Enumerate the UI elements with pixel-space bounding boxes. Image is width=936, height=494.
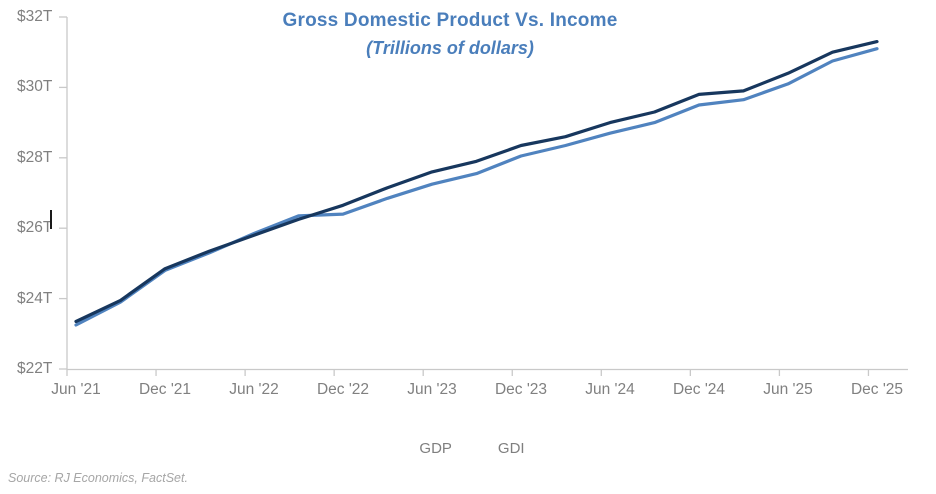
x-axis-label-jun21: Jun '21 (51, 381, 101, 398)
gdi-line (74, 47, 879, 327)
x-axis-label-dec21: Dec '21 (138, 381, 192, 398)
chart-title: Gross Domestic Product Vs. Income (282, 10, 618, 31)
gdp-line (74, 39, 879, 324)
x-axis-label-jun24: Jun '24 (585, 381, 635, 398)
y-axis-label-26t: $26T (17, 219, 53, 236)
chart-legend: GDP GDI (0, 440, 936, 457)
chart-subtitle: (Trillions of dollars) (366, 38, 534, 58)
plot-area (59, 16, 908, 376)
x-axis-label-dec22: Dec '22 (316, 381, 370, 398)
x-axis-label-dec23: Dec '23 (494, 381, 548, 398)
x-axis-label-jun22: Jun '22 (229, 381, 279, 398)
x-axis-label-dec25: Dec '25 (850, 381, 904, 398)
axis-lines (59, 16, 908, 376)
y-axis-label-28t: $28T (17, 149, 53, 166)
text-cursor (50, 210, 52, 229)
x-axis-label-jun25: Jun '25 (763, 381, 813, 398)
legend-label-gdi: GDI (497, 440, 525, 457)
y-axis-label-22t: $22T (17, 360, 53, 377)
x-axis-label-dec24: Dec '24 (672, 381, 726, 398)
x-axis-label-jun23: Jun '23 (407, 381, 457, 398)
legend-label-gdp: GDP (419, 440, 452, 457)
y-axis-label-30t: $30T (17, 78, 53, 95)
y-axis-label-32t: $32T (17, 8, 53, 25)
y-axis-label-24t: $24T (17, 290, 53, 307)
source-note: Source: RJ Economics, FactSet. (8, 471, 188, 485)
